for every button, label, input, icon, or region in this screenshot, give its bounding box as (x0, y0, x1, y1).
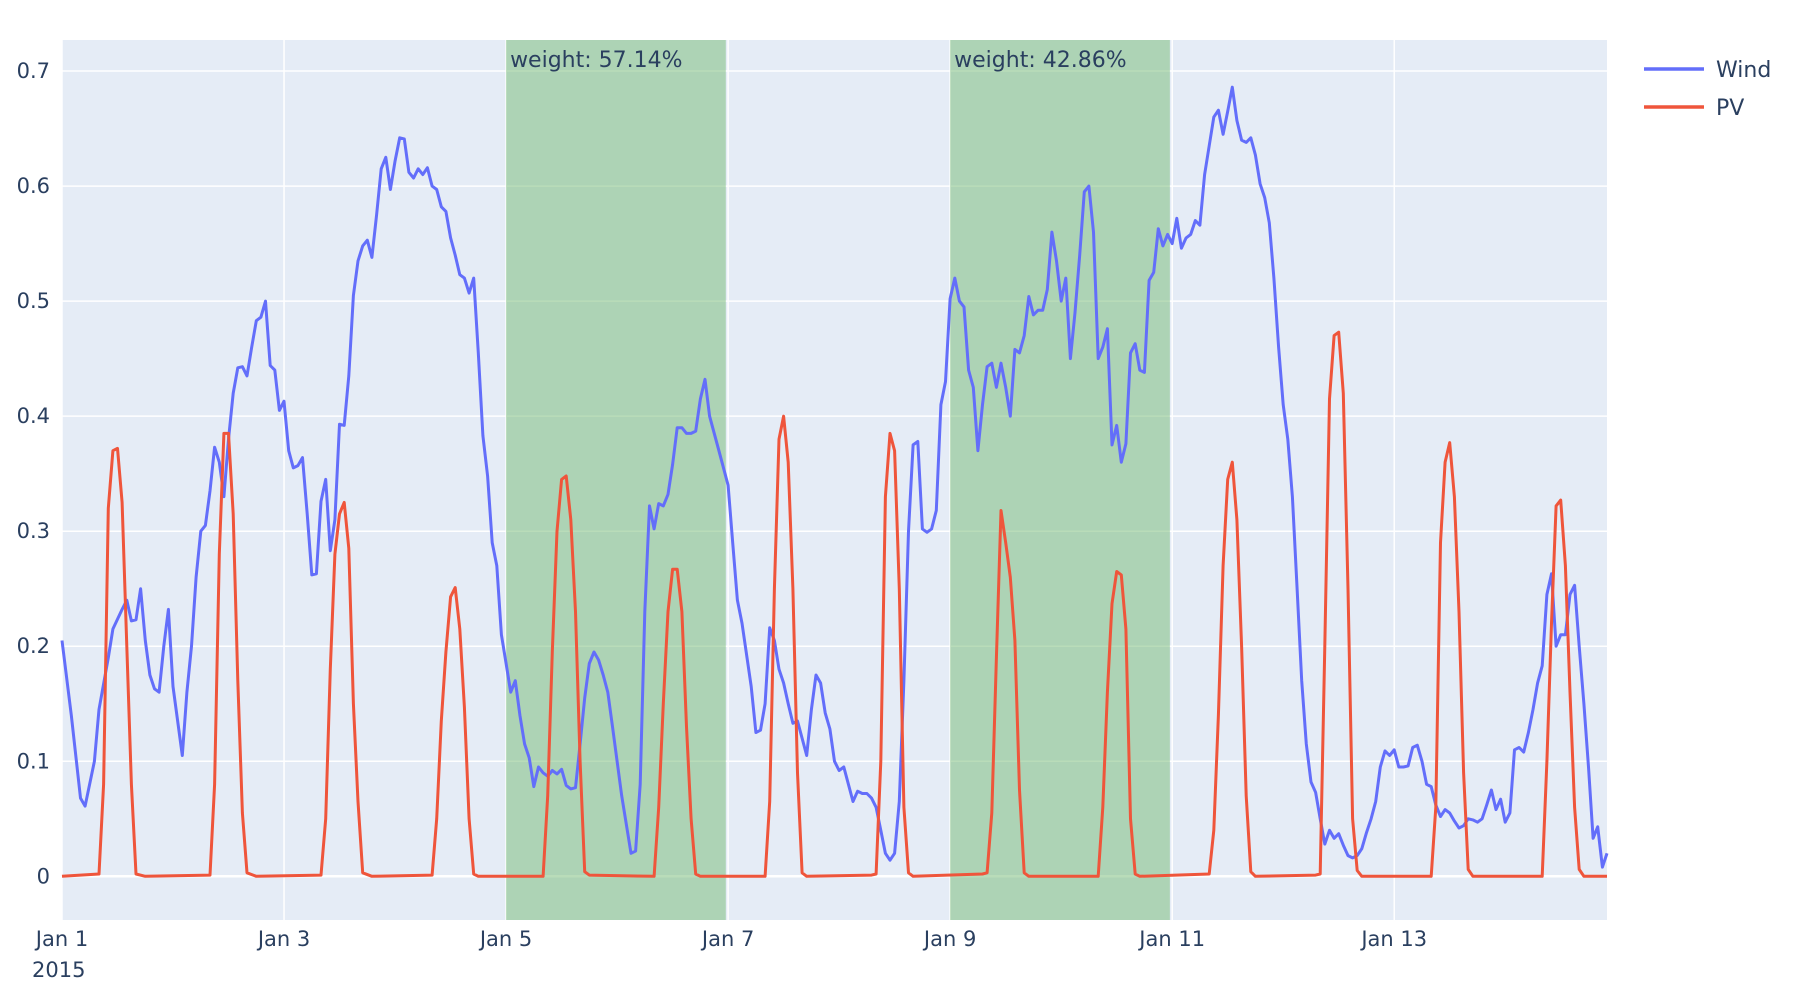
x-axis-year-label: 2015 (32, 958, 85, 982)
legend-label-wind: Wind (1716, 58, 1771, 83)
highlight-region (506, 40, 726, 920)
legend: Wind PV (1644, 58, 1771, 121)
y-tick-label: 0.4 (17, 404, 50, 428)
highlight-weight-label: weight: 57.14% (510, 48, 682, 73)
x-tick-label: Jan 11 (1137, 927, 1205, 951)
plot-background (62, 40, 1607, 920)
y-tick-label: 0.2 (17, 634, 50, 658)
x-tick-label: Jan 9 (922, 927, 976, 951)
series-lines (60, 85, 1609, 878)
y-tick-label: 0 (37, 864, 50, 888)
y-tick-label: 0.6 (17, 174, 50, 198)
series-line-wind (60, 85, 1609, 869)
legend-label-pv: PV (1716, 96, 1744, 121)
y-tick-label: 0.3 (17, 519, 50, 543)
y-tick-label: 0.7 (17, 59, 50, 83)
x-tick-label: Jan 3 (256, 927, 310, 951)
y-tick-label: 0.1 (17, 749, 50, 773)
y-axis: 0 0.1 0.2 0.3 0.4 0.5 0.6 0.7 (17, 59, 50, 888)
x-tick-label: Jan 13 (1359, 927, 1427, 951)
x-tick-label: Jan 5 (478, 927, 532, 951)
highlight-region (950, 40, 1170, 920)
highlight-regions (506, 40, 1170, 920)
highlight-annotations: weight: 57.14% weight: 42.86% (510, 48, 1127, 73)
x-tick-label: Jan 7 (700, 927, 754, 951)
x-tick-label: Jan 1 (34, 927, 88, 951)
highlight-weight-label: weight: 42.86% (954, 48, 1126, 73)
series-line-pv (61, 330, 1607, 878)
x-axis: Jan 1 Jan 3 Jan 5 Jan 7 Jan 9 Jan 11 Jan 13 (34, 927, 1427, 951)
y-tick-label: 0.5 (17, 289, 50, 313)
